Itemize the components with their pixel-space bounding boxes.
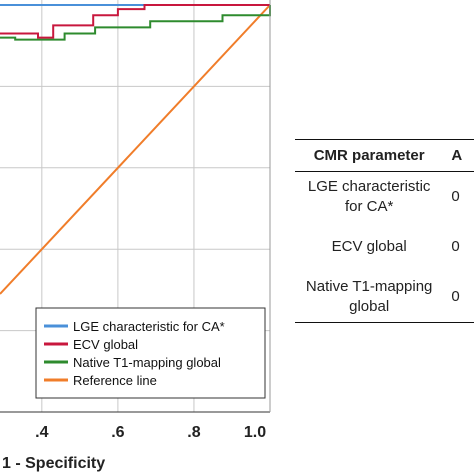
series-line-native-t1-mapping-global	[0, 5, 271, 41]
table-header-row: CMR parameter A	[295, 139, 474, 172]
table-cell-parameter: LGE characteristic for CA*	[307, 178, 431, 215]
table-cell-value: 0	[451, 238, 460, 255]
table-cell-value: 0	[451, 188, 460, 205]
table-header-a: A	[443, 139, 474, 172]
table-cell-parameter: ECV global	[331, 238, 407, 255]
table-row: Native T1-mapping global 0	[295, 272, 474, 323]
table-header-cmr: CMR parameter	[295, 139, 444, 172]
x-tick-label: .4	[35, 424, 48, 441]
table-cell-value: 0	[443, 272, 474, 323]
legend-label: Reference line	[73, 373, 157, 388]
legend-label: ECV global	[73, 337, 138, 352]
auc-table: CMR parameter A LGE characteristic for C…	[295, 139, 474, 323]
x-tick-labels: .4 .6 .8 1.0	[35, 424, 266, 441]
series-layer	[0, 4, 271, 295]
table-cell-parameter: Native T1-mapping global	[295, 272, 444, 323]
x-tick-label: .8	[187, 424, 200, 441]
series-line-ecv-global	[0, 4, 270, 39]
x-tick-label: .6	[111, 424, 124, 441]
series-line-reference-line	[0, 4, 271, 295]
table-row: LGE characteristic for CA* 0	[295, 172, 474, 223]
legend-label: Native T1-mapping global	[73, 355, 221, 370]
legend-label: LGE characteristic for CA*	[73, 319, 225, 334]
legend-box	[35, 307, 266, 399]
table-row: ECV global 0	[295, 222, 474, 272]
x-tick-label: 1.0	[244, 424, 266, 441]
legend: LGE characteristic for CA* ECV global Nati…	[35, 307, 266, 399]
x-axis-label: 1 - Specificity	[2, 455, 105, 472]
